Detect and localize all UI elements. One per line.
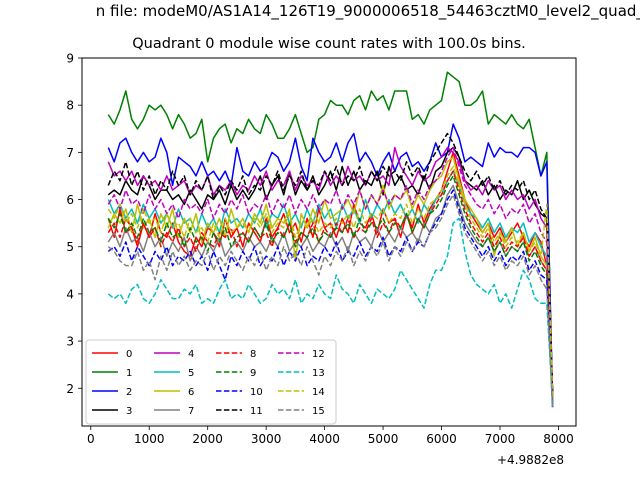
legend-label-5: 5 [188, 368, 194, 379]
figure-suptitle: n file: modeM0/AS1A14_126T19_9000006518_… [95, 2, 640, 20]
x-tick-label: 3000 [251, 432, 282, 446]
legend-label-13: 13 [312, 368, 325, 379]
legend-label-3: 3 [126, 406, 132, 417]
y-tick-label: 3 [66, 335, 74, 349]
series-line-0 [107, 151, 554, 398]
x-tick-label: 8000 [543, 432, 574, 446]
x-tick-label: 2000 [192, 432, 223, 446]
legend-label-9: 9 [250, 368, 256, 379]
x-tick-label: 4000 [309, 432, 340, 446]
legend-label-7: 7 [188, 406, 194, 417]
legend-label-6: 6 [188, 387, 194, 398]
series-line-12 [107, 146, 554, 398]
x-tick-label: 1000 [134, 432, 165, 446]
y-tick-label: 2 [66, 382, 74, 396]
x-tick-label: 0 [87, 432, 95, 446]
x-tick-label: 7000 [485, 432, 516, 446]
series-layer [107, 71, 554, 408]
legend-label-8: 8 [250, 349, 256, 360]
series-line-14 [107, 165, 554, 398]
series-line-2 [107, 123, 554, 398]
legend-label-15: 15 [312, 406, 325, 417]
chart-title: Quadrant 0 module wise count rates with … [132, 36, 526, 52]
series-line-9 [107, 175, 554, 403]
series-line-3 [107, 146, 554, 394]
y-tick-label: 7 [66, 146, 74, 160]
legend-label-12: 12 [312, 349, 325, 360]
y-tick-label: 5 [66, 240, 74, 254]
legend-label-4: 4 [188, 349, 194, 360]
y-tick-label: 9 [66, 52, 74, 66]
legend-box [85, 339, 337, 425]
series-line-13 [107, 217, 554, 403]
legend-label-2: 2 [126, 387, 132, 398]
legend-label-1: 1 [126, 368, 132, 379]
series-line-10 [107, 189, 554, 408]
x-tick-label: 5000 [368, 432, 399, 446]
legend-label-0: 0 [126, 349, 132, 360]
x-axis-offset-label: +4.9882e8 [497, 453, 565, 467]
y-tick-label: 6 [66, 193, 74, 207]
x-tick-label: 6000 [426, 432, 457, 446]
x-axis: 0 1000 2000 3000 4000 5000 6000 7000 8000 [87, 426, 574, 446]
legend-label-10: 10 [250, 387, 263, 398]
y-tick-label: 4 [66, 287, 74, 301]
series-line-1 [107, 71, 554, 408]
series-line-6 [107, 156, 554, 398]
series-line-15 [107, 194, 554, 408]
y-axis: 2 3 4 5 6 7 8 9 [66, 52, 82, 396]
plot-frame [81, 57, 577, 427]
series-line-4 [107, 146, 554, 394]
legend-label-14: 14 [312, 387, 325, 398]
legend-label-11: 11 [250, 406, 263, 417]
y-tick-label: 8 [66, 99, 74, 113]
series-line-11 [107, 132, 554, 394]
